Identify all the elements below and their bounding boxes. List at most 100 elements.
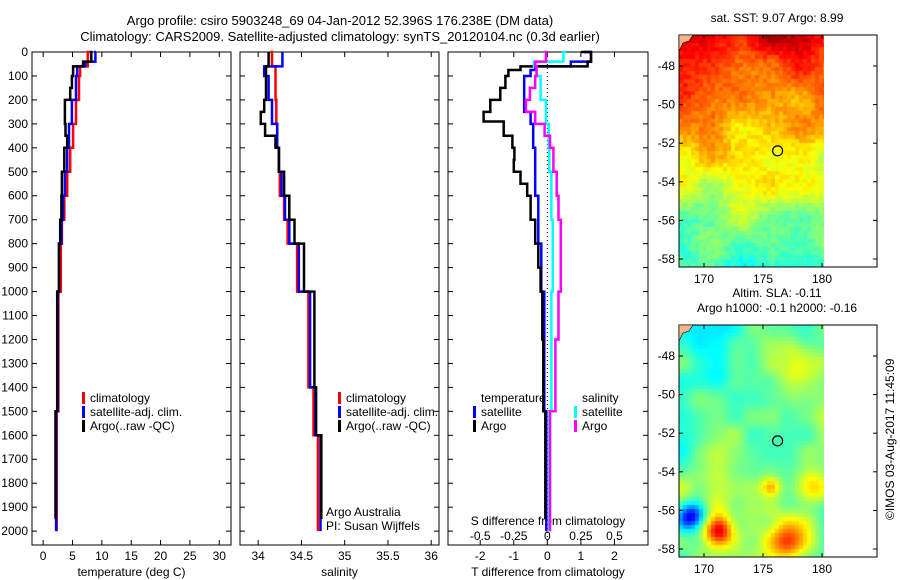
x-tick-label: 2: [611, 549, 618, 563]
y-tick-label: 1600: [1, 428, 28, 442]
series-line-argo-raw-qc-: [259, 52, 323, 520]
s-tick-label: -0.25: [500, 529, 528, 543]
x-tick-label: 25: [183, 549, 197, 563]
x-axis-label: temperature (deg C): [77, 565, 185, 579]
legend-label: satellite: [582, 405, 623, 419]
y-tick-label: 1000: [1, 285, 28, 299]
credit-annotation: Argo Australia: [326, 505, 401, 519]
map-frame: [678, 324, 878, 558]
title-line-2: Climatology: CARS2009. Satellite-adjuste…: [80, 29, 600, 44]
y-tick-label: 1400: [1, 380, 28, 394]
legend-title: salinity: [582, 391, 619, 405]
y-tick-label: 2000: [1, 524, 28, 538]
legend-label: climatology: [346, 391, 406, 405]
x-tick-label: -1: [508, 549, 519, 563]
x-tick-label: 35.5: [376, 549, 400, 563]
x-tick-label: 15: [125, 549, 139, 563]
temperature-axes-frame: [31, 51, 232, 546]
s-tick-label: 0.5: [606, 529, 623, 543]
lat-tick-label: -54: [658, 175, 676, 189]
y-tick-label: 1900: [1, 500, 28, 514]
lon-tick-label: 170: [694, 272, 714, 286]
title-line-1: Argo profile: csiro 5903248_69 04-Jan-20…: [126, 13, 554, 28]
series-line-climatology: [55, 50, 91, 532]
series-line-argo-raw-qc-: [54, 50, 93, 520]
map-title: Altim. SLA: -0.11: [732, 286, 821, 300]
lat-tick-label: -48: [658, 349, 676, 363]
x-tick-label: 20: [154, 549, 168, 563]
s-tick-label: 0.25: [569, 529, 593, 543]
lon-tick-label: 175: [753, 562, 773, 576]
x-axis-label: T difference from climatology: [471, 565, 625, 579]
argo-float-marker: [772, 145, 784, 157]
sst-map-image: [679, 35, 824, 267]
legend-swatch: [82, 392, 85, 404]
legend-swatch: [338, 406, 341, 418]
map-frame: [678, 34, 878, 268]
credit-annotation: PI: Susan Wijffels: [326, 519, 420, 533]
lat-tick-label: -48: [658, 59, 676, 73]
copyright-credit: ©IMOS 03-Aug-2017 11:45:09: [883, 358, 897, 520]
map-title: sat. SST: 9.07 Argo: 8.99: [711, 11, 844, 25]
lon-tick-label: 180: [812, 272, 832, 286]
series-line-climatology: [270, 50, 320, 532]
legend-swatch: [574, 406, 577, 418]
x-tick-label: 34.5: [290, 549, 314, 563]
map-title: Argo h1000: -0.1 h2000: -0.16: [697, 301, 857, 315]
series-line-salinity-argo: [524, 50, 563, 532]
series-line-salinity-satellite: [532, 50, 567, 532]
lat-tick-label: -58: [658, 542, 676, 556]
legend-swatch: [82, 406, 85, 418]
x-tick-label: 30: [213, 549, 227, 563]
salinity-panel: 34 34.5 35 35.5 36 salinity climatologysatelli…: [239, 50, 440, 579]
s-tick-label: -0.5: [470, 529, 491, 543]
series-line-temperature-argo: [482, 50, 593, 520]
sst-map-axes: 170 175 180 -48 -50 -52 -54 -56 -58 sat. SST: 9.0…: [658, 11, 878, 286]
legend-label: Argo: [582, 419, 608, 433]
y-tick-label: 300: [8, 117, 28, 131]
legend-label: Argo(..raw -QC): [346, 419, 431, 433]
lon-tick-label: 180: [812, 562, 832, 576]
salinity-axes-frame: [239, 51, 440, 546]
legend-swatch: [473, 406, 476, 418]
y-tick-label: 900: [8, 261, 28, 275]
y-tick-label: 400: [8, 141, 28, 155]
argo-float-marker: [772, 435, 784, 447]
legend-title: temperature: [481, 391, 546, 405]
lat-tick-label: -58: [658, 252, 676, 266]
x-tick-label: -2: [475, 549, 486, 563]
x-tick-label: 34: [251, 549, 265, 563]
legend-label: satellite: [481, 405, 522, 419]
land-coastline: [678, 324, 694, 342]
legend-swatch: [338, 420, 341, 432]
x-tick-label: 1: [578, 549, 585, 563]
y-tick-label: 800: [8, 237, 28, 251]
y-tick-label: 600: [8, 189, 28, 203]
x-tick-label: 35: [338, 549, 352, 563]
y-tick-label: 0: [21, 45, 28, 59]
legend-label: satellite-adj. clim.: [346, 405, 438, 419]
lat-tick-label: -50: [658, 388, 676, 402]
s-axis-label: S difference from climatology: [471, 514, 626, 528]
y-tick-label: 200: [8, 93, 28, 107]
legend-swatch: [338, 392, 341, 404]
lat-tick-label: -56: [658, 503, 676, 517]
lat-tick-label: -50: [658, 98, 676, 112]
legend-label: climatology: [90, 391, 150, 405]
lat-tick-label: -52: [658, 136, 676, 150]
x-tick-label: 5: [69, 549, 76, 563]
y-tick-label: 1500: [1, 404, 28, 418]
x-tick-label: 10: [95, 549, 109, 563]
temperature-panel: 0100200300400500600700800900100011001200…: [1, 45, 232, 579]
legend-swatch: [574, 420, 577, 432]
y-tick-label: 100: [8, 69, 28, 83]
y-tick-label: 1300: [1, 356, 28, 370]
legend-label: Argo: [481, 419, 507, 433]
lat-tick-label: -56: [658, 213, 676, 227]
land-coastline: [678, 34, 694, 52]
legend-swatch: [473, 420, 476, 432]
y-tick-label: 1200: [1, 332, 28, 346]
legend-label: Argo(..raw -QC): [90, 419, 175, 433]
difference-axes-frame: [447, 51, 649, 546]
